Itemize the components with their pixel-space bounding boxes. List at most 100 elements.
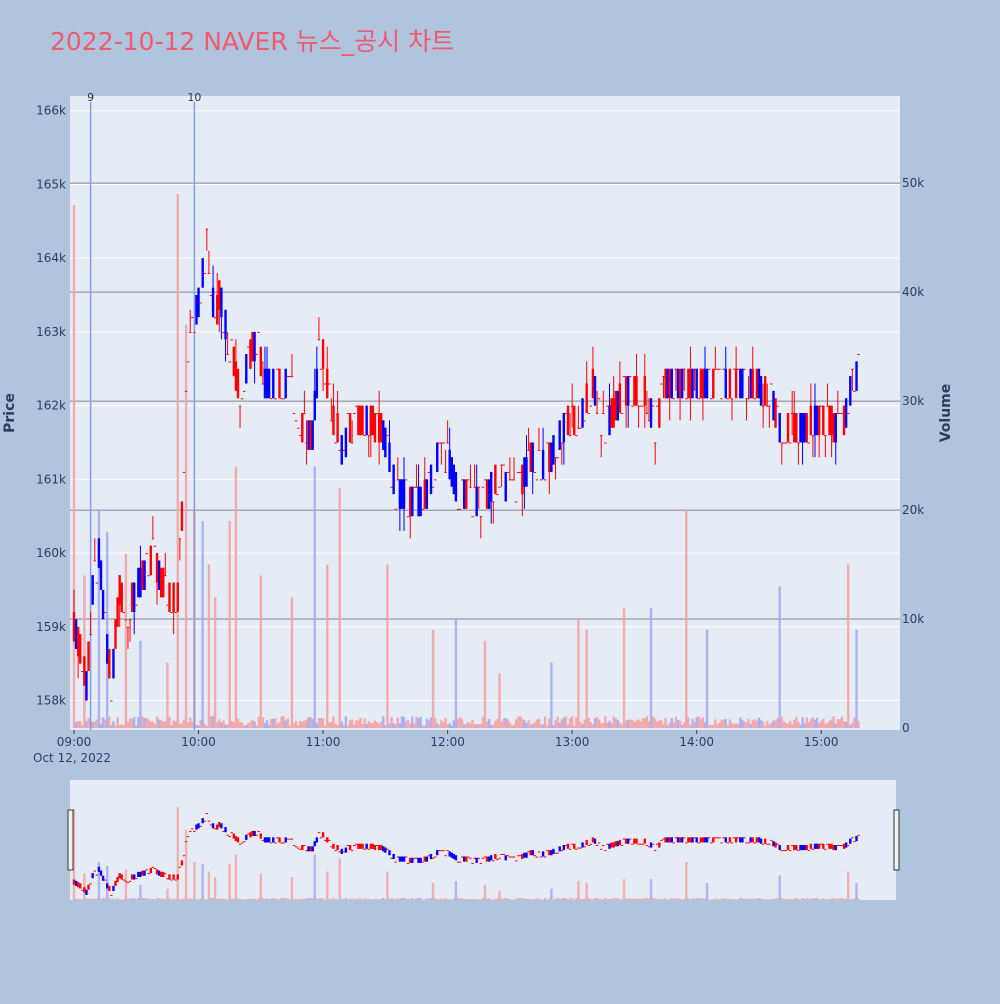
- range-slider-candle: [399, 857, 401, 862]
- candle-body: [424, 479, 426, 508]
- range-slider-volume-bar: [498, 891, 500, 900]
- volume-bar: [702, 717, 704, 728]
- volume-bar: [681, 725, 683, 728]
- range-slider-volume-bar: [590, 899, 592, 900]
- range-slider-candle: [150, 868, 152, 873]
- volume-bar: [81, 725, 83, 728]
- range-slider-volume-bar: [556, 898, 558, 900]
- range-slider-candle: [208, 821, 210, 822]
- candle-body: [106, 634, 108, 663]
- volume-bar: [693, 722, 695, 728]
- volume-bar: [749, 724, 751, 728]
- range-slider-candle: [465, 857, 467, 862]
- range-slider-volume-bar: [83, 873, 85, 900]
- volume-bar: [588, 718, 590, 728]
- range-slider-candle: [129, 881, 131, 882]
- candle-body: [741, 369, 743, 398]
- candle-body: [137, 568, 139, 597]
- range-slider-candle: [127, 882, 129, 883]
- candle-body: [635, 376, 637, 405]
- range-slider-candle: [96, 874, 98, 875]
- candle-body: [305, 442, 307, 443]
- volume-bar: [689, 725, 691, 728]
- candle-body: [179, 538, 181, 539]
- volume-bar: [417, 718, 419, 728]
- range-slider-volume-bar: [677, 899, 679, 900]
- volume-bar: [843, 721, 845, 728]
- range-slider-candle: [617, 841, 619, 846]
- range-slider-volume-bar: [199, 899, 201, 900]
- range-slider-candle: [471, 863, 473, 864]
- range-slider-candle: [83, 887, 85, 892]
- range-slider-candle: [297, 848, 299, 849]
- range-slider-candle: [764, 839, 766, 844]
- candle-body: [828, 406, 830, 435]
- range-slider-volume-bar: [79, 899, 81, 900]
- range-slider-candle: [116, 877, 118, 882]
- range-slider-candle: [168, 874, 170, 879]
- range-slider-volume-bar: [700, 898, 702, 900]
- range-slider-candle: [810, 844, 812, 849]
- range-slider-candle: [405, 857, 407, 858]
- volume-bar: [150, 721, 152, 728]
- candle-body: [559, 420, 561, 449]
- candle-body: [411, 487, 413, 516]
- volume-bar: [565, 716, 567, 728]
- candle-body: [222, 332, 224, 333]
- volume-bar: [326, 565, 328, 728]
- candle-body: [432, 487, 434, 488]
- candle-body: [714, 369, 716, 370]
- range-slider-volume-bar: [513, 899, 515, 900]
- volume-bar: [855, 630, 857, 728]
- volume-bar: [795, 717, 797, 728]
- volume-bar: [505, 718, 507, 728]
- range-slider-candle: [743, 837, 745, 838]
- candle-body: [633, 376, 635, 405]
- volume-bar: [301, 722, 303, 728]
- candle-body: [231, 339, 233, 340]
- range-slider-volume-bar: [486, 899, 488, 900]
- range-slider-volume-bar: [363, 898, 365, 900]
- volume-bar: [249, 722, 251, 728]
- range-slider-volume-bar: [561, 898, 563, 900]
- range-slider-volume-bar: [262, 898, 264, 900]
- range-slider-volume-bar: [517, 898, 519, 900]
- range-slider-volume-bar: [725, 898, 727, 900]
- range-slider-handle-left[interactable]: [68, 810, 73, 870]
- range-slider[interactable]: [68, 780, 899, 900]
- range-slider-candle: [822, 844, 824, 849]
- range-slider-volume-bar: [417, 898, 419, 900]
- range-slider-handle-right[interactable]: [894, 810, 899, 870]
- range-slider-candle: [658, 842, 660, 847]
- range-slider-candle: [671, 837, 673, 842]
- range-slider-candle: [451, 853, 453, 858]
- range-slider-volume-bar: [260, 873, 262, 900]
- volume-bar: [220, 723, 222, 728]
- range-slider-candle: [779, 845, 781, 850]
- candle-body: [644, 376, 646, 405]
- candle-body: [513, 479, 515, 480]
- range-slider-volume-bar: [392, 899, 394, 900]
- candle-body: [689, 369, 691, 398]
- candle-body: [434, 479, 436, 480]
- range-slider-candle: [830, 844, 832, 849]
- range-slider-volume-bar: [309, 898, 311, 900]
- volume-bar: [621, 725, 623, 728]
- range-slider-candle: [426, 857, 428, 862]
- range-slider-volume-bar: [610, 899, 612, 900]
- range-slider-candle: [733, 837, 735, 838]
- volume-bar: [492, 725, 494, 728]
- candle-body: [600, 435, 602, 436]
- range-slider-volume-bar: [318, 898, 320, 900]
- range-slider-candle: [100, 871, 102, 876]
- volume-bar: [835, 724, 837, 728]
- volume-bar: [235, 466, 237, 728]
- range-slider-candle: [384, 848, 386, 853]
- range-slider-volume-bar: [91, 899, 93, 900]
- volume-bar: [368, 721, 370, 728]
- range-slider-candle: [496, 859, 498, 860]
- volume-bar: [322, 719, 324, 728]
- range-slider-candle: [525, 853, 527, 858]
- range-slider-candle: [241, 842, 243, 843]
- range-slider-candle: [669, 837, 671, 842]
